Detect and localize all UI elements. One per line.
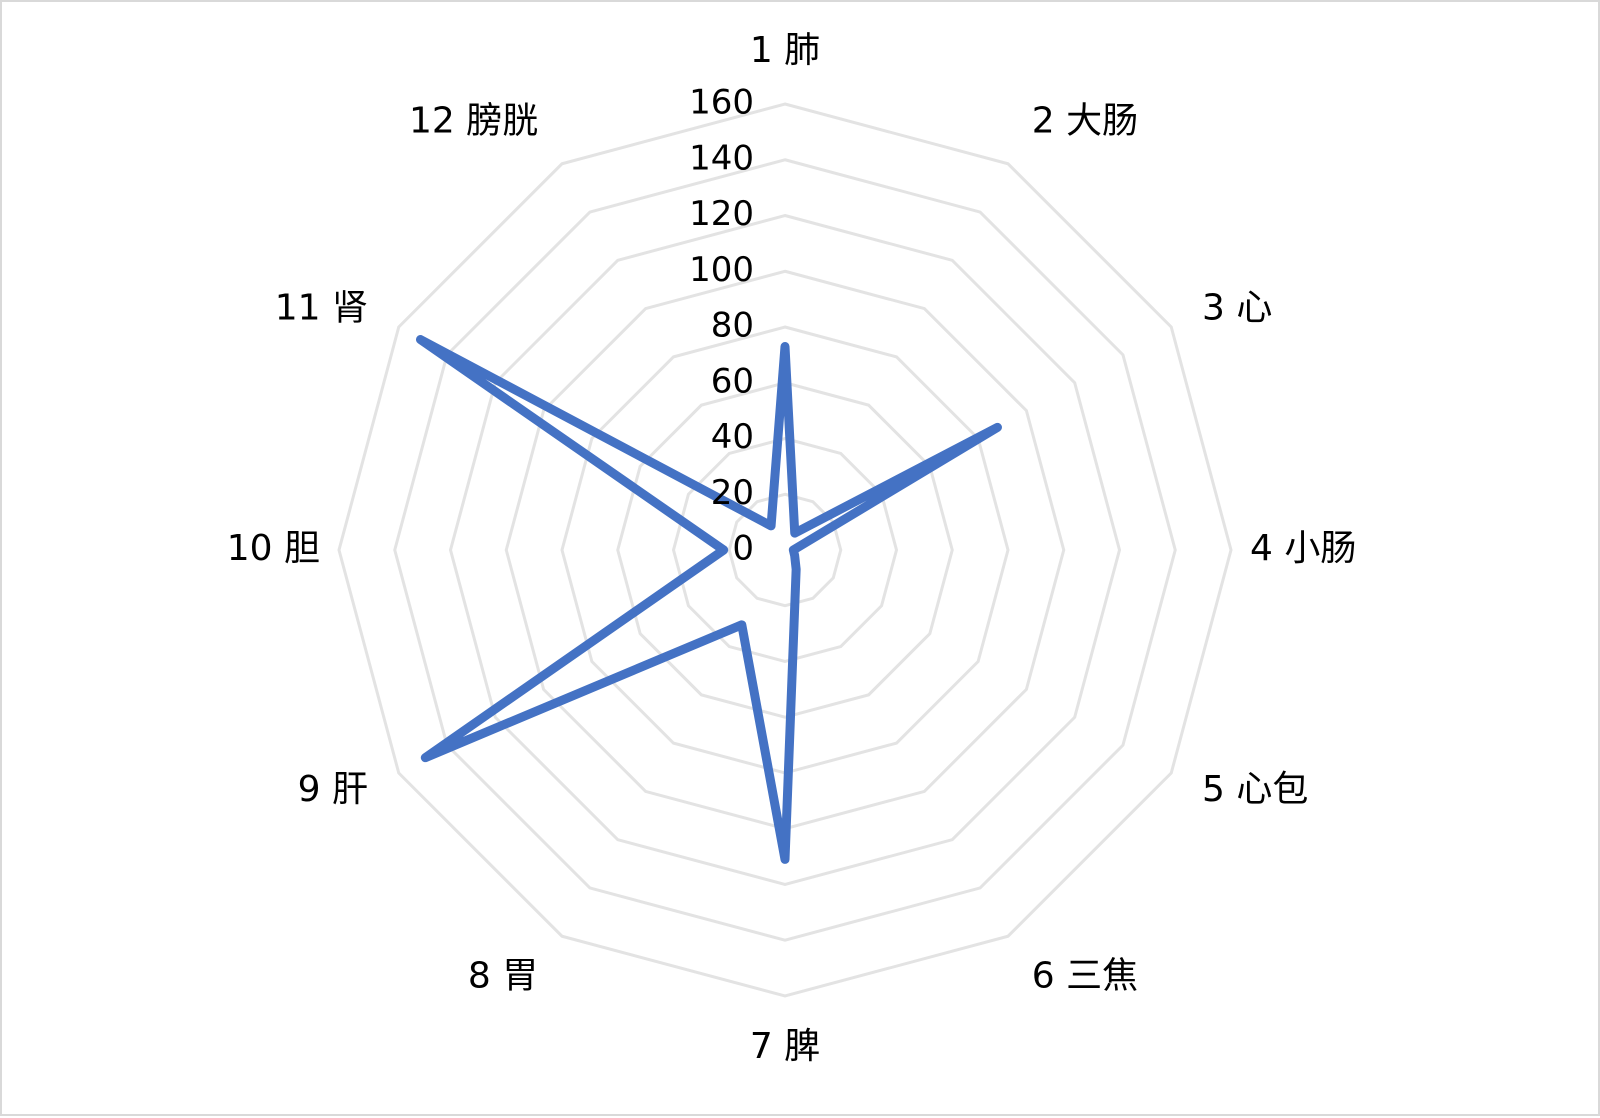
category-label: 4 小肠 [1250, 528, 1356, 569]
tick-label: 100 [689, 250, 754, 290]
tick-label: 0 [732, 529, 754, 569]
tick-label: 20 [711, 473, 754, 513]
grid-ring [616, 381, 954, 719]
tick-label: 60 [711, 361, 754, 401]
category-label: 1 肺 [750, 30, 820, 71]
tick-label: 160 [689, 83, 754, 123]
category-label: 9 肝 [298, 769, 368, 810]
series-line [415, 335, 1002, 864]
category-label: 6 三焦 [1032, 955, 1138, 996]
tick-label: 40 [711, 417, 754, 457]
tick-label: 140 [689, 138, 754, 178]
grid-ring [671, 436, 899, 664]
grid-ring [337, 102, 1233, 998]
category-label: 5 心包 [1202, 769, 1308, 810]
category-label: 8 胃 [468, 955, 538, 996]
category-label: 2 大肠 [1032, 101, 1138, 142]
category-label: 7 脾 [750, 1026, 820, 1067]
tick-label: 80 [711, 306, 754, 346]
category-label: 11 肾 [275, 287, 368, 328]
category-label: 10 胆 [227, 528, 320, 569]
category-label: 12 膀胱 [409, 101, 538, 142]
tick-label: 120 [689, 194, 754, 234]
category-label: 3 心 [1202, 287, 1272, 328]
